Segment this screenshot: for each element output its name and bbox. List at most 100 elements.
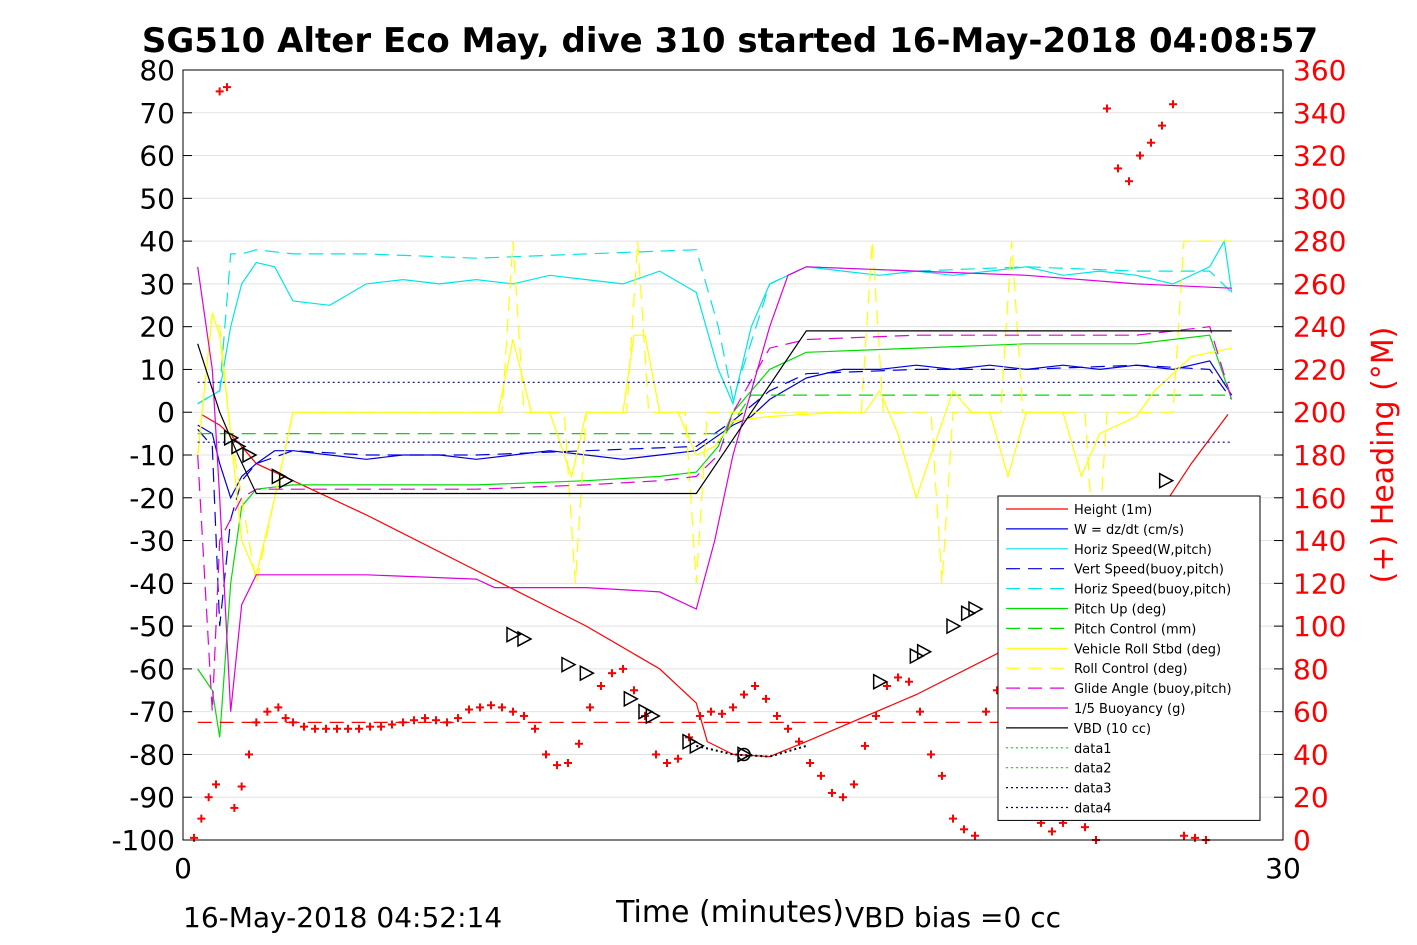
y-tick-label: 50: [139, 182, 175, 215]
heading-point: [230, 803, 239, 812]
legend-box: [997, 495, 1261, 821]
heading-point: [355, 724, 363, 733]
heading-point: [916, 707, 924, 716]
y-tick-label: 60: [139, 140, 175, 173]
heading-point: [674, 754, 682, 763]
triangle-marker: [872, 673, 889, 690]
heading-point: [344, 724, 352, 733]
y-tick-label: -10: [129, 439, 175, 472]
heading-point: [817, 771, 825, 780]
heading-point: [366, 722, 374, 731]
marker-layer: [190, 83, 1210, 844]
x-tick-label: 0: [174, 852, 192, 885]
heading-point: [1114, 164, 1122, 173]
heading-point: [421, 714, 429, 723]
heading-point: [252, 718, 261, 727]
y-tick-label: -20: [129, 482, 175, 515]
heading-point: [333, 724, 341, 733]
left-axis-ticks: 80 70 60 50 40 30 20 10 0 -10 -20 -30 -40 -50 -60 -70 -8…: [111, 54, 192, 857]
y-tick-label: 10: [139, 353, 175, 386]
heading-point: [487, 701, 495, 710]
x-tick-label: 30: [1265, 852, 1301, 885]
series-horiz_w: [197, 239, 1233, 406]
legend-label: VBD (10 cc): [1074, 722, 1151, 737]
heading-point: [281, 714, 290, 723]
legend-item: data2: [1006, 762, 1112, 777]
legend-item: Vehicle Roll Stbd (deg): [1006, 642, 1221, 657]
series-w: [197, 360, 1233, 500]
heading-point: [795, 737, 803, 746]
y2-tick-label: 180: [1293, 439, 1346, 472]
y-tick-label: -80: [129, 738, 175, 771]
y2-tick-label: 120: [1293, 567, 1346, 600]
triangle-marker: [517, 630, 533, 648]
legend-item: VBD (10 cc): [1006, 722, 1151, 737]
triangle-marker: [645, 707, 661, 725]
legend-label: data1: [1074, 742, 1112, 757]
heading-point: [740, 690, 748, 699]
triangle-marker: [916, 643, 933, 661]
legend-label: data4: [1074, 802, 1112, 817]
right-axis-ticks: 3603403203002802602402202001801601401201…: [1274, 54, 1346, 857]
series-bottom_dots: [696, 744, 807, 758]
heading-point: [971, 831, 979, 840]
heading-point: [718, 709, 726, 718]
legend-label: Roll Control (deg): [1074, 662, 1188, 677]
heading-point: [872, 711, 880, 720]
y2-tick-label: 200: [1293, 396, 1346, 429]
heading-point: [707, 707, 715, 716]
triangle-marker: [231, 438, 247, 455]
triangle-marker: [623, 690, 639, 708]
series-horiz_buoy: [197, 249, 1233, 405]
legend-item: 1/5 Buoyancy (g): [1006, 702, 1185, 717]
heading-point: [399, 718, 407, 727]
y2-tick-label: 320: [1293, 140, 1346, 173]
y-tick-label: -30: [129, 525, 175, 558]
y2-tick-label: 260: [1293, 268, 1346, 301]
y-tick-label: -60: [129, 653, 175, 686]
triangle-marker: [242, 446, 258, 464]
y2-tick-label: 20: [1293, 781, 1329, 814]
heading-point: [597, 682, 605, 690]
heading-point: [388, 720, 396, 729]
y2-tick-label: 140: [1293, 525, 1346, 558]
x-axis-label: Time (minutes): [615, 895, 844, 930]
heading-point: [1147, 138, 1155, 147]
y-tick-label: 80: [139, 54, 175, 87]
heading-point: [197, 814, 206, 823]
heading-point: [696, 711, 704, 720]
series-pitch: [197, 334, 1233, 738]
y2-tick-label: 360: [1293, 54, 1346, 87]
heading-point: [204, 793, 213, 802]
legend-label: W = dz/dt (cm/s): [1074, 523, 1184, 538]
heading-point: [274, 703, 283, 712]
y2-tick-label: 80: [1293, 653, 1329, 686]
y-tick-label: -90: [129, 781, 175, 814]
y2-tick-label: 0: [1293, 824, 1311, 857]
heading-point: [1169, 100, 1177, 109]
heading-point: [465, 705, 473, 714]
legend-item: data3: [1006, 782, 1112, 797]
heading-point: [454, 714, 462, 723]
heading-point: [564, 759, 572, 767]
legend-item: Roll Control (deg): [1006, 662, 1188, 677]
legend-item: Horiz Speed(W,pitch): [1006, 543, 1212, 558]
heading-point: [1180, 831, 1188, 840]
triangle-marker: [682, 733, 698, 750]
triangle-marker: [968, 600, 984, 618]
heading-point: [322, 724, 330, 733]
heading-point: [751, 682, 759, 690]
heading-point: [905, 677, 913, 686]
series-glide: [197, 326, 1233, 712]
triangle-marker: [271, 468, 287, 485]
right-axis-label: (+) Heading (°M): [1366, 327, 1401, 584]
triangle-marker: [506, 626, 522, 643]
heading-point: [311, 724, 319, 733]
heading-point: [663, 759, 671, 767]
heading-point: [410, 716, 418, 725]
x-axis-ticks: 0 30: [174, 831, 1301, 885]
y-tick-label: -50: [129, 610, 175, 643]
footer-vbd-bias: VBD bias =0 cc: [845, 901, 1061, 934]
heading-point: [531, 724, 539, 733]
